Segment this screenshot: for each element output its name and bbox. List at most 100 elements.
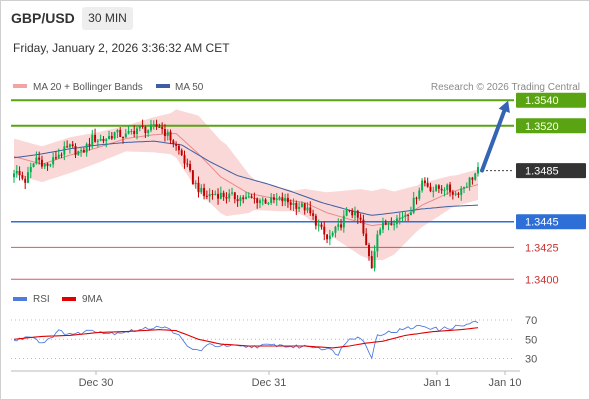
bollinger-legend-swatch bbox=[13, 84, 27, 88]
candle bbox=[105, 137, 108, 148]
candle-body bbox=[468, 177, 471, 187]
rsi-line bbox=[13, 320, 479, 360]
candle-body bbox=[298, 207, 301, 209]
candle bbox=[124, 129, 127, 138]
candle bbox=[239, 195, 242, 207]
candle-body bbox=[443, 190, 446, 192]
candle-body bbox=[13, 173, 15, 178]
candle-body bbox=[102, 138, 105, 142]
candle-body bbox=[54, 157, 57, 159]
candle-body bbox=[189, 164, 192, 171]
projection-arrow-head bbox=[498, 100, 510, 113]
candle-body bbox=[418, 190, 421, 199]
candle-body bbox=[141, 125, 144, 127]
candle bbox=[245, 191, 247, 200]
candle bbox=[390, 217, 393, 226]
candle bbox=[326, 233, 329, 244]
candle-body bbox=[175, 144, 178, 146]
candle-body bbox=[236, 199, 239, 202]
candle-body bbox=[376, 234, 379, 252]
candle bbox=[133, 125, 136, 138]
candle-body bbox=[219, 192, 222, 199]
candle-body bbox=[275, 199, 278, 201]
candle-body bbox=[449, 184, 452, 192]
candle bbox=[172, 139, 175, 148]
candle bbox=[381, 217, 384, 234]
candle bbox=[186, 158, 189, 168]
candle bbox=[88, 137, 91, 151]
candle-body bbox=[208, 193, 211, 197]
candle bbox=[130, 128, 133, 135]
x-tick-label: Jan 1 bbox=[424, 377, 451, 389]
candle-body bbox=[429, 186, 432, 192]
candle-body bbox=[256, 198, 259, 203]
candle bbox=[289, 199, 292, 211]
candle-body bbox=[183, 155, 186, 164]
candle bbox=[328, 229, 331, 246]
candle bbox=[141, 119, 144, 129]
candle-body bbox=[233, 192, 236, 200]
candle-body bbox=[465, 186, 468, 188]
candlesticks bbox=[13, 119, 479, 272]
candle-body bbox=[457, 193, 460, 195]
candle-body bbox=[368, 245, 370, 257]
candle-body bbox=[463, 187, 466, 189]
candle bbox=[225, 192, 228, 204]
candle-body bbox=[166, 131, 169, 136]
candle bbox=[354, 206, 356, 221]
candle bbox=[119, 127, 122, 138]
candle bbox=[376, 230, 379, 258]
candle bbox=[345, 207, 348, 217]
candle-body bbox=[292, 203, 295, 205]
candle-body bbox=[314, 215, 317, 226]
candle bbox=[217, 188, 220, 205]
candle bbox=[365, 228, 368, 246]
candle-body bbox=[423, 180, 426, 184]
candle bbox=[477, 162, 479, 177]
candle-body bbox=[354, 210, 356, 216]
candle bbox=[231, 187, 234, 196]
candle-body bbox=[270, 197, 273, 203]
candle bbox=[161, 122, 164, 134]
candle bbox=[77, 150, 80, 156]
candle bbox=[169, 129, 172, 145]
candle-body bbox=[359, 217, 362, 220]
candle-body bbox=[122, 136, 124, 138]
candle-body bbox=[295, 203, 298, 209]
candle-body bbox=[384, 222, 387, 225]
candle-body bbox=[74, 145, 77, 155]
projection-arrow-shaft bbox=[480, 104, 508, 173]
candle bbox=[189, 160, 192, 173]
candle bbox=[370, 250, 373, 269]
candle bbox=[387, 221, 390, 231]
timeframe-button[interactable]: 30 MIN bbox=[82, 7, 133, 30]
candle-body bbox=[320, 224, 323, 227]
candle bbox=[395, 214, 398, 229]
candle-body bbox=[415, 197, 418, 199]
candle bbox=[446, 183, 449, 195]
level-label-target: 1.3400 bbox=[525, 274, 559, 286]
candle-body bbox=[26, 172, 29, 183]
candle bbox=[384, 219, 387, 226]
candle bbox=[340, 218, 343, 231]
candle-body bbox=[68, 144, 71, 148]
candle bbox=[272, 193, 275, 204]
candle-body bbox=[409, 212, 412, 216]
candle-body bbox=[365, 233, 368, 246]
candle bbox=[465, 182, 468, 188]
candle bbox=[373, 245, 376, 272]
candle-body bbox=[381, 222, 384, 230]
candle bbox=[421, 177, 424, 193]
rsi-legend-swatch bbox=[13, 297, 27, 301]
candle bbox=[82, 147, 85, 153]
candle-body bbox=[77, 151, 80, 155]
candle-body bbox=[471, 177, 474, 180]
candle-body bbox=[124, 133, 127, 138]
candle bbox=[71, 141, 74, 148]
research-credit: Research © 2026 Trading Central bbox=[431, 82, 580, 93]
candle bbox=[149, 119, 152, 133]
candle bbox=[219, 186, 222, 200]
candle bbox=[275, 192, 278, 206]
candle bbox=[256, 197, 259, 209]
candle-body bbox=[437, 185, 440, 189]
